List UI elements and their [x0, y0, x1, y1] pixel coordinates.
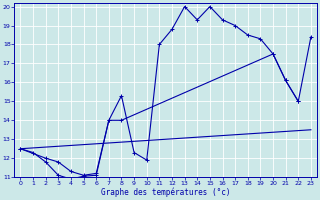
- X-axis label: Graphe des températures (°c): Graphe des températures (°c): [101, 188, 230, 197]
